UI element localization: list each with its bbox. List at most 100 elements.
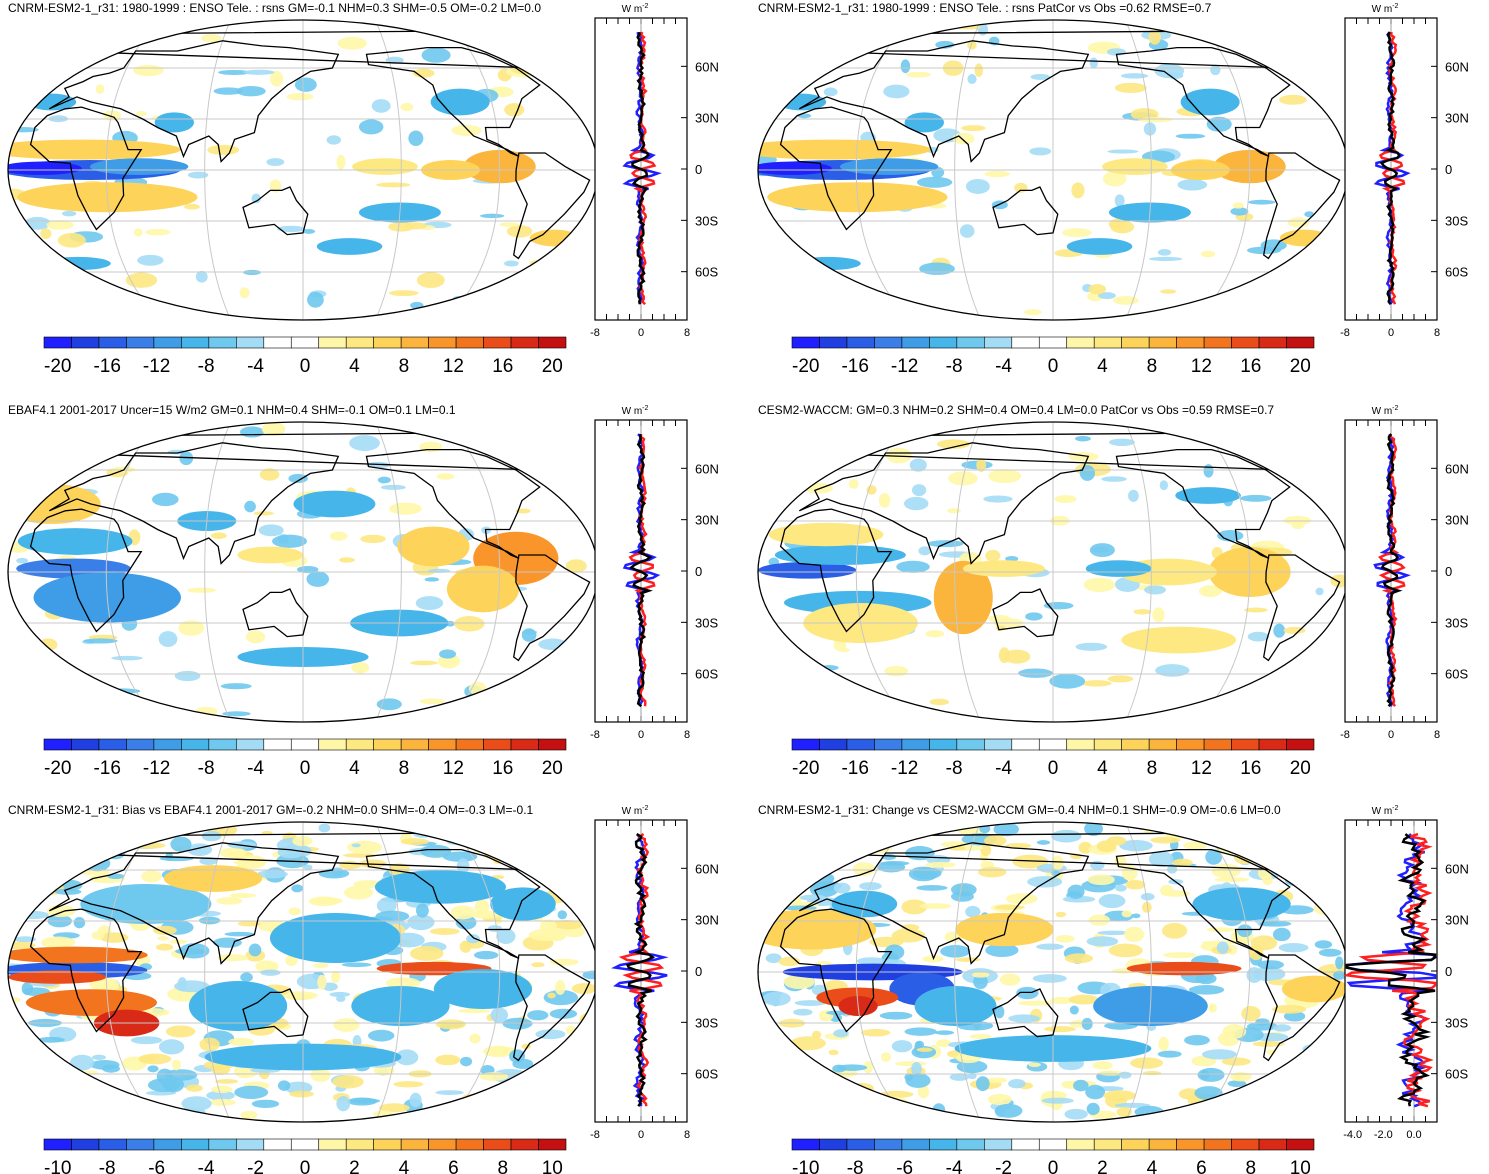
field-patch bbox=[1124, 926, 1145, 943]
field-patch bbox=[530, 1065, 556, 1073]
map bbox=[757, 421, 1349, 723]
field-patch bbox=[1141, 901, 1152, 913]
field-patch bbox=[124, 834, 138, 850]
field-patch bbox=[999, 973, 1021, 986]
field-patch bbox=[125, 272, 158, 288]
field-patch bbox=[1246, 967, 1263, 983]
field-patch bbox=[1227, 1080, 1247, 1087]
field-patch bbox=[211, 1085, 233, 1094]
colorbar-label: -4 bbox=[995, 758, 1012, 779]
field-patch bbox=[833, 1029, 849, 1038]
field-patch bbox=[538, 638, 568, 651]
field-patch bbox=[410, 946, 444, 961]
field-patch bbox=[759, 1035, 783, 1047]
field-patch bbox=[329, 531, 348, 541]
coastline bbox=[779, 106, 893, 231]
field-patch bbox=[289, 1090, 315, 1098]
field-patch bbox=[880, 861, 910, 866]
colorbar-label: 8 bbox=[399, 758, 410, 779]
field-patch bbox=[36, 850, 65, 862]
graticule-meridian bbox=[855, 422, 912, 722]
field-patch bbox=[1237, 939, 1250, 944]
colorbar-label: 16 bbox=[1240, 356, 1261, 377]
colorbar-label: -10 bbox=[44, 1158, 71, 1174]
graticule-meridian bbox=[444, 422, 501, 722]
field-patch bbox=[1032, 974, 1067, 983]
field-patch bbox=[415, 903, 429, 918]
field-patch bbox=[765, 953, 782, 964]
colorbar-swatch bbox=[1258, 336, 1287, 349]
colorbar-swatch bbox=[455, 1138, 484, 1151]
field-patch bbox=[358, 119, 384, 135]
coastline bbox=[512, 554, 591, 662]
field-patch bbox=[833, 882, 851, 894]
field-patch bbox=[850, 1107, 868, 1118]
field-patch bbox=[516, 434, 547, 440]
field-patch bbox=[1075, 435, 1091, 442]
field-patch bbox=[1315, 587, 1324, 596]
field-patch bbox=[329, 991, 351, 997]
field-patch bbox=[1003, 649, 1031, 664]
lat-label: 0 bbox=[695, 162, 702, 177]
coastline bbox=[1115, 448, 1291, 560]
field-patch bbox=[106, 845, 126, 860]
field-patch bbox=[1029, 147, 1052, 156]
colorbar-swatch bbox=[428, 336, 457, 349]
field-patch bbox=[984, 170, 1011, 178]
field-patch bbox=[83, 638, 118, 644]
colorbar-swatch bbox=[1203, 336, 1232, 349]
field-patch bbox=[137, 254, 164, 266]
colorbar-label: -16 bbox=[841, 356, 868, 377]
colorbar: -20 -16 -12 -8 -4 0 4 8 12 16 20 bbox=[791, 336, 1315, 377]
anomaly-region bbox=[154, 112, 194, 133]
field-patch bbox=[318, 823, 331, 833]
field-patch bbox=[1184, 1034, 1210, 1046]
colorbar-swatch bbox=[984, 336, 1013, 349]
field-patch bbox=[86, 424, 113, 433]
field-patch bbox=[1190, 830, 1224, 839]
field-patch bbox=[790, 1036, 826, 1051]
field-patch bbox=[270, 71, 284, 87]
field-patch bbox=[557, 910, 568, 920]
field-patch bbox=[918, 546, 932, 556]
field-patch bbox=[91, 931, 105, 940]
field-patch bbox=[1068, 994, 1100, 1005]
field-patch bbox=[200, 34, 222, 43]
field-patch bbox=[8, 997, 21, 1003]
field-patch bbox=[47, 857, 62, 868]
field-patch bbox=[330, 970, 341, 983]
field-patch bbox=[1110, 220, 1135, 234]
coastline bbox=[798, 40, 1090, 163]
colorbar-swatch bbox=[400, 336, 429, 349]
field-patch bbox=[63, 831, 80, 844]
graticule-meridian bbox=[105, 822, 162, 1122]
field-patch bbox=[1222, 1111, 1237, 1117]
zonal-line-model bbox=[618, 833, 665, 1107]
field-patch bbox=[528, 46, 547, 55]
field-patch bbox=[509, 859, 542, 866]
graticule-meridian bbox=[105, 422, 162, 722]
lat-label: 60N bbox=[1445, 59, 1469, 74]
colorbar-label: 20 bbox=[542, 758, 563, 779]
field-patch bbox=[862, 831, 883, 836]
field-patch bbox=[1333, 970, 1346, 980]
graticule-meridian bbox=[954, 422, 983, 722]
colorbar-swatch bbox=[901, 336, 930, 349]
zonal-units: W m-2 bbox=[1372, 405, 1399, 417]
field-patch bbox=[1291, 521, 1305, 530]
field-patch bbox=[219, 847, 247, 859]
colorbar-swatch bbox=[956, 1138, 985, 1151]
coastline bbox=[29, 106, 143, 231]
field-patch bbox=[994, 1103, 1023, 1118]
colorbar-swatch bbox=[236, 738, 265, 751]
field-patch bbox=[373, 1065, 395, 1076]
field-patch bbox=[847, 835, 875, 845]
colorbar-swatch bbox=[791, 336, 820, 349]
field-patch bbox=[1318, 948, 1342, 957]
field-patch bbox=[554, 980, 566, 995]
field-patch bbox=[40, 228, 52, 240]
field-patch bbox=[1214, 877, 1250, 882]
graticule-meridian bbox=[444, 20, 501, 320]
field-patch bbox=[344, 885, 373, 900]
lat-label: 0 bbox=[1445, 964, 1452, 979]
